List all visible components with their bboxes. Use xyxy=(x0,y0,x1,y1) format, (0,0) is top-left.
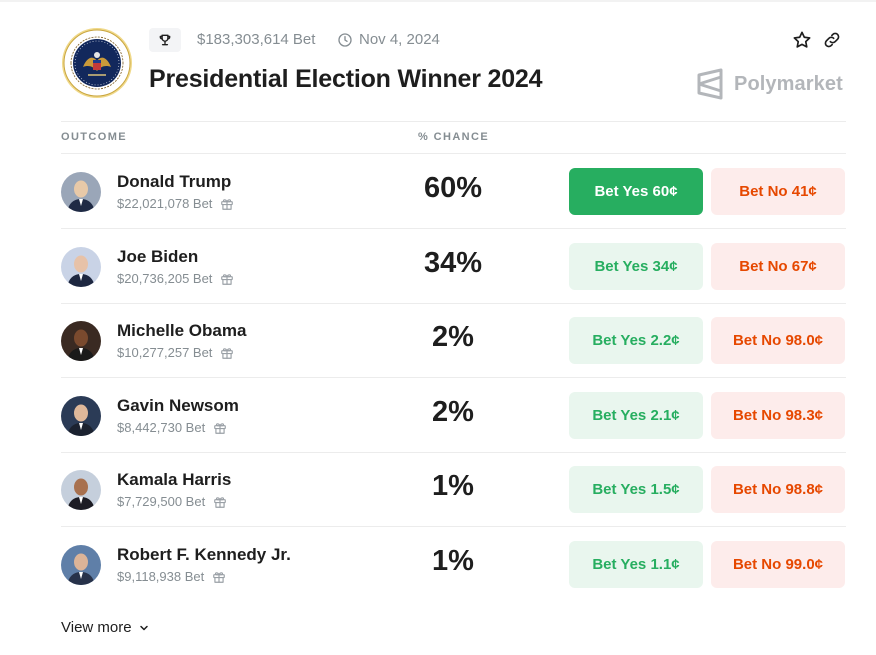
candidate-name: Gavin Newsom xyxy=(117,396,239,415)
candidate-meta: $20,736,205 Bet xyxy=(117,271,234,286)
gift-icon[interactable] xyxy=(220,272,234,286)
bet-yes-button[interactable]: Bet Yes 34¢ xyxy=(569,243,703,290)
candidate-name: Kamala Harris xyxy=(117,470,232,489)
presidential-seal-icon xyxy=(62,28,132,98)
bet-no-button[interactable]: Bet No 41¢ xyxy=(711,168,845,215)
bet-yes-button[interactable]: Bet Yes 1.5¢ xyxy=(569,466,703,513)
brand-name: Polymarket xyxy=(734,72,843,95)
chance-value: 1% xyxy=(432,470,474,502)
view-more-label: View more xyxy=(61,619,132,636)
candidate-name: Donald Trump xyxy=(117,172,232,191)
bet-no-button[interactable]: Bet No 98.8¢ xyxy=(711,466,845,513)
gift-icon[interactable] xyxy=(212,570,226,584)
outcome-row: Robert F. Kennedy Jr. $9,118,938 Bet 1% Bet… xyxy=(61,527,846,602)
candidate-volume: $20,736,205 Bet xyxy=(117,271,213,286)
chance-value: 2% xyxy=(432,321,474,353)
candidate-name: Joe Biden xyxy=(117,247,199,266)
brand-logo: Polymarket xyxy=(696,68,843,100)
candidate-meta: $7,729,500 Bet xyxy=(117,494,227,509)
candidate-volume: $8,442,730 Bet xyxy=(117,420,206,435)
page-title: Presidential Election Winner 2024 xyxy=(149,65,543,93)
candidate-avatar xyxy=(61,172,101,212)
bet-no-button[interactable]: Bet No 98.0¢ xyxy=(711,317,845,364)
gift-icon[interactable] xyxy=(220,346,234,360)
gift-icon[interactable] xyxy=(213,421,227,435)
candidate-meta: $8,442,730 Bet xyxy=(117,420,227,435)
chance-value: 2% xyxy=(432,396,474,428)
row-divider xyxy=(61,452,846,453)
outcome-row: Michelle Obama $10,277,257 Bet 2% Bet Yes 2… xyxy=(61,303,846,378)
bet-no-button[interactable]: Bet No 99.0¢ xyxy=(711,541,845,588)
top-border xyxy=(0,0,876,2)
trophy-icon xyxy=(159,34,171,46)
chance-value: 60% xyxy=(423,172,483,204)
candidate-meta: $22,021,078 Bet xyxy=(117,196,234,211)
gift-icon[interactable] xyxy=(220,197,234,211)
candidate-name: Michelle Obama xyxy=(117,321,247,340)
outcome-row: Donald Trump $22,021,078 Bet 60% Bet Yes 60… xyxy=(61,154,846,229)
candidate-meta: $10,277,257 Bet xyxy=(117,345,234,360)
candidate-name: Robert F. Kennedy Jr. xyxy=(117,545,291,564)
candidate-volume: $10,277,257 Bet xyxy=(117,345,213,360)
candidate-avatar xyxy=(61,321,101,361)
header-divider xyxy=(61,121,846,122)
market-volume: $183,303,614 Bet xyxy=(197,31,316,48)
bet-yes-button[interactable]: Bet Yes 1.1¢ xyxy=(569,541,703,588)
bet-yes-button[interactable]: Bet Yes 2.2¢ xyxy=(569,317,703,364)
market-date-label: Nov 4, 2024 xyxy=(359,31,440,48)
market-date: Nov 4, 2024 xyxy=(337,31,440,48)
candidate-avatar xyxy=(61,470,101,510)
chance-value: 34% xyxy=(423,247,483,279)
bet-no-button[interactable]: Bet No 98.3¢ xyxy=(711,392,845,439)
polymarket-logo-icon xyxy=(697,68,723,100)
columns-divider xyxy=(61,153,846,154)
row-divider xyxy=(61,303,846,304)
candidate-meta: $9,118,938 Bet xyxy=(117,569,226,584)
candidate-volume: $7,729,500 Bet xyxy=(117,494,206,509)
row-divider xyxy=(61,526,846,527)
candidate-volume: $9,118,938 Bet xyxy=(117,569,205,584)
row-divider xyxy=(61,228,846,229)
category-badge xyxy=(149,28,181,52)
candidate-volume: $22,021,078 Bet xyxy=(117,196,213,211)
chevron-down-icon xyxy=(139,625,148,630)
outcome-row: Kamala Harris $7,729,500 Bet 1% Bet Yes 1.5… xyxy=(61,452,846,527)
column-header-outcome: OUTCOME xyxy=(61,131,128,143)
bet-no-button[interactable]: Bet No 67¢ xyxy=(711,243,845,290)
candidate-avatar xyxy=(61,396,101,436)
link-icon[interactable] xyxy=(822,30,842,50)
star-icon[interactable] xyxy=(792,30,812,50)
candidate-avatar xyxy=(61,545,101,585)
bet-yes-button[interactable]: Bet Yes 60¢ xyxy=(569,168,703,215)
outcome-row: Joe Biden $20,736,205 Bet 34% Bet Yes 34¢ Be… xyxy=(61,229,846,304)
view-more-button[interactable]: View more xyxy=(61,619,150,636)
chance-value: 1% xyxy=(432,545,474,577)
row-divider xyxy=(61,377,846,378)
market-header: $183,303,614 Bet Nov 4, 2024 Presidentia… xyxy=(61,27,846,100)
column-header-chance: % CHANCE xyxy=(418,131,490,143)
bet-yes-button[interactable]: Bet Yes 2.1¢ xyxy=(569,392,703,439)
candidate-avatar xyxy=(61,247,101,287)
clock-icon xyxy=(338,32,352,47)
gift-icon[interactable] xyxy=(213,495,227,509)
outcome-row: Gavin Newsom $8,442,730 Bet 2% Bet Yes 2.1¢… xyxy=(61,378,846,453)
